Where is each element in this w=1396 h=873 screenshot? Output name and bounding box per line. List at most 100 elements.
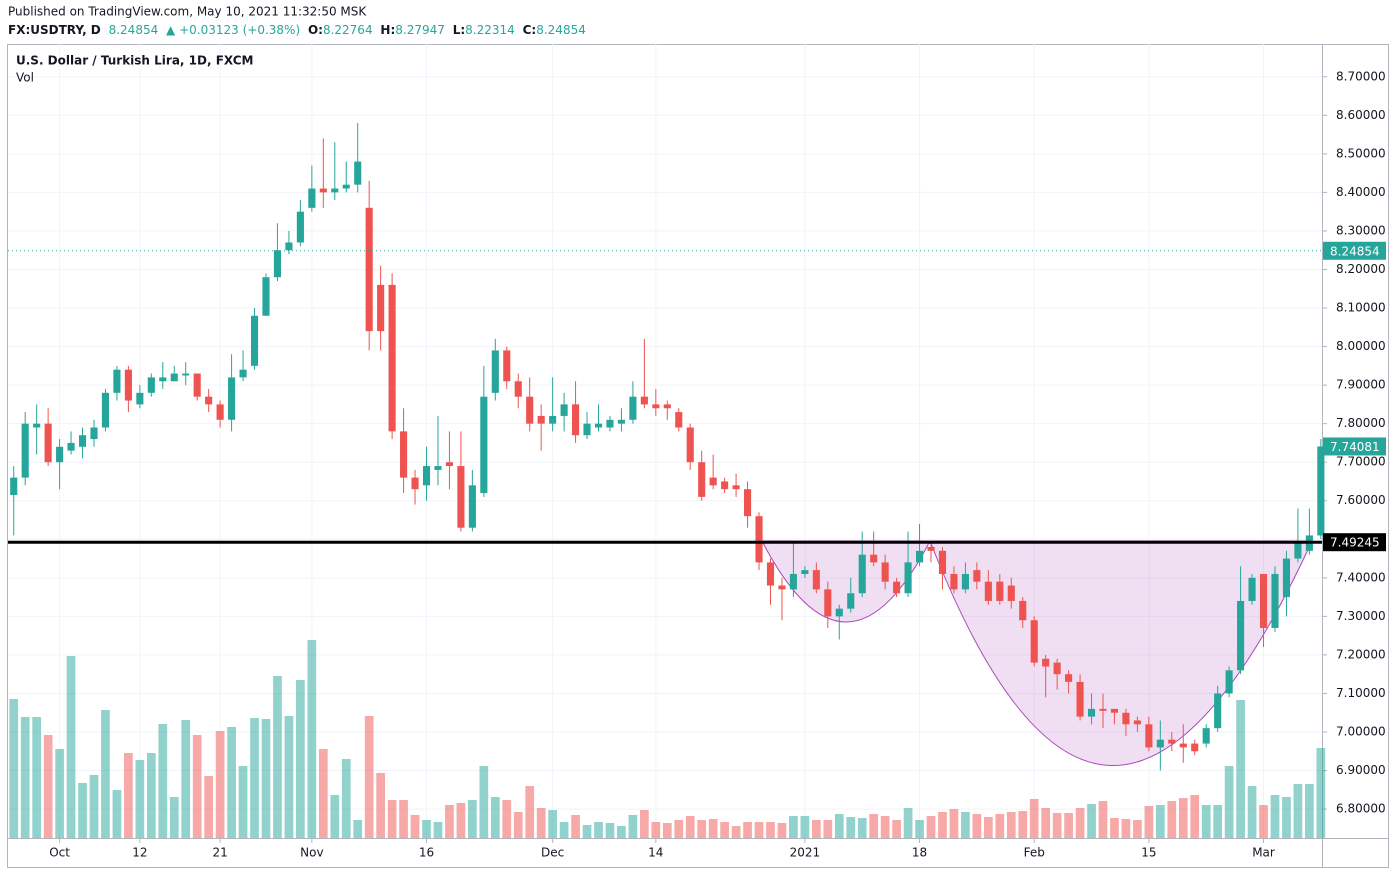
x-tick-label: 15	[1141, 846, 1156, 860]
candle-body	[1191, 743, 1199, 752]
candle-body	[698, 462, 706, 497]
volume-bar	[502, 800, 512, 838]
volume-bar	[456, 803, 466, 838]
volume-bar	[903, 808, 913, 838]
volume-bar	[1155, 805, 1165, 838]
candle-body	[927, 546, 935, 551]
volume-bar	[662, 823, 672, 838]
x-tick-label: Mar	[1252, 846, 1275, 860]
price: 8.24854	[109, 23, 159, 37]
y-tick-label: 7.60000	[1336, 493, 1386, 507]
price-tag	[1323, 533, 1386, 552]
candle-body	[663, 404, 671, 409]
volume-bar	[181, 720, 191, 838]
volume-title: Vol	[16, 71, 34, 85]
cup-shape	[761, 540, 931, 623]
x-tick-label: Feb	[1024, 846, 1045, 860]
volume-bar	[1087, 804, 1096, 838]
y-tick-label: 7.90000	[1336, 378, 1386, 392]
volume-bar	[548, 810, 557, 838]
candle-body	[594, 423, 603, 428]
candle-body	[1007, 585, 1015, 601]
volume-bar	[1098, 801, 1108, 838]
volume-bar	[1201, 805, 1211, 838]
volume-bar	[938, 812, 947, 838]
volume-bar	[949, 809, 959, 838]
x-tick-label: 21	[212, 846, 227, 860]
volume-bar	[697, 820, 707, 838]
cup-shape	[929, 540, 1313, 766]
volume-bar	[307, 640, 317, 838]
y-tick-label: 7.30000	[1336, 609, 1386, 623]
volume-bar	[1133, 820, 1142, 838]
volume-bar	[571, 815, 580, 838]
candle-body	[1248, 577, 1256, 601]
volume-bar	[318, 749, 328, 838]
volume-bar	[685, 816, 695, 838]
price-tag-label: 8.24854	[1330, 244, 1380, 258]
y-tick-label: 8.60000	[1336, 108, 1386, 122]
candle-body	[101, 392, 110, 428]
candle-body	[1294, 543, 1302, 559]
candle-body	[239, 369, 247, 378]
y-tick-label: 8.10000	[1336, 301, 1386, 315]
candle-body	[583, 423, 591, 436]
volume-bar	[387, 800, 397, 838]
candle-body	[640, 396, 648, 405]
price-tag	[1323, 437, 1386, 456]
candle-body	[159, 377, 167, 382]
candle-body	[33, 423, 41, 428]
volume-bar	[1052, 813, 1062, 838]
volume-bar	[857, 818, 867, 838]
volume-bar	[468, 800, 477, 838]
candle-body	[1133, 720, 1141, 725]
candle-body	[1168, 739, 1176, 744]
volume-bar	[410, 815, 420, 838]
volume-bar	[341, 759, 351, 838]
candle-body	[308, 188, 316, 208]
candle-body	[1282, 558, 1291, 598]
volume-bar	[399, 800, 408, 838]
y-tick-label: 8.00000	[1336, 339, 1386, 353]
candle-body	[90, 427, 98, 440]
candle-body	[858, 554, 866, 594]
y-tick-label: 8.70000	[1336, 69, 1386, 83]
candle-body	[319, 188, 327, 193]
chart-title: U.S. Dollar / Turkish Lira, 1D, FXCM	[16, 54, 253, 68]
x-tick-label: 12	[132, 846, 147, 860]
candle-body	[262, 277, 270, 316]
candle-body	[388, 284, 396, 432]
candle-body	[789, 573, 797, 590]
x-tick-label: 18	[912, 846, 927, 860]
ohlc-key: C:	[523, 23, 537, 37]
candle-body	[1145, 724, 1153, 748]
ohlc-key: O:	[308, 23, 323, 37]
volume-bar	[238, 766, 248, 838]
candle-body	[514, 381, 522, 397]
candle-body	[950, 573, 958, 590]
volume-bar	[43, 735, 53, 838]
volume-bar	[1178, 798, 1188, 838]
candle-body	[606, 419, 614, 428]
x-tick-label: Oct	[49, 846, 70, 860]
candle-body	[342, 184, 350, 189]
volume-bar	[112, 790, 122, 838]
price-tag-label: 7.74081	[1330, 440, 1380, 454]
candle-body	[124, 369, 132, 401]
candle-body	[1099, 708, 1107, 711]
price-tag	[1323, 241, 1386, 260]
candle-body	[675, 412, 683, 428]
ohlc-key: H:	[380, 23, 395, 37]
volume-bar	[708, 819, 718, 838]
y-tick-label: 7.00000	[1336, 725, 1386, 739]
candle-body	[1237, 600, 1245, 671]
volume-bar	[640, 810, 649, 838]
y-tick-label: 7.70000	[1336, 455, 1386, 469]
volume-bar	[20, 717, 30, 838]
candle-body	[136, 392, 144, 405]
candle-body	[1271, 573, 1279, 628]
volume-bar	[32, 717, 42, 838]
volume-bar	[846, 817, 856, 838]
volume-bar	[777, 823, 787, 838]
y-tick-label: 8.40000	[1336, 185, 1386, 199]
